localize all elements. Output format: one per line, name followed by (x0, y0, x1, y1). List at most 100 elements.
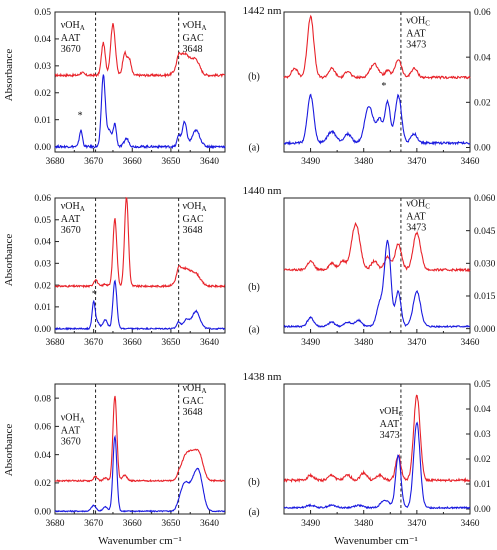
spectrum-a (54, 434, 226, 513)
spectrum-b (283, 394, 471, 484)
y-tick-label: 0.000 (474, 325, 496, 335)
y-tick-label: 0.02 (34, 281, 51, 291)
y-tick-label: 0.08 (34, 394, 51, 404)
x-tick-label: 3640 (200, 157, 219, 167)
x-tick-label: 3460 (461, 519, 480, 529)
band-annotation: νOHA GAC 3648 (183, 383, 207, 418)
y-tick-label: 0.030 (474, 260, 496, 270)
y-tick-label: 0.015 (474, 292, 496, 302)
spectrum-a (283, 421, 471, 510)
band-annotation: νOHC AAT 3473 (406, 199, 430, 234)
plot-frame (283, 11, 471, 153)
y-tick-label: 0.045 (474, 227, 496, 237)
plot-frame (54, 11, 226, 153)
x-tick-label: 3670 (84, 157, 103, 167)
y-tick-label: 0.01 (34, 303, 51, 313)
y-tick-label: 0.04 (34, 238, 51, 248)
x-tick-label: 3660 (123, 338, 142, 348)
x-tick-label: 3470 (407, 338, 426, 348)
y-tick-label: 0.02 (34, 479, 51, 489)
series-label-b: (b) (248, 282, 260, 293)
plot-frame (283, 383, 471, 515)
band-annotation: νOHA AAT 3670 (61, 201, 85, 236)
series-label-a: (a) (248, 507, 259, 518)
x-tick-label: 3470 (407, 157, 426, 167)
plot-frame (54, 383, 226, 515)
panel-2-right: 3490 3480 3470 3460 0.00 0.01 0.02 0.03 0.04 0.05… (283, 380, 491, 529)
x-tick-label: 3660 (123, 519, 142, 529)
asterisk-marker: * (381, 81, 386, 92)
y-tick-label: 0.00 (34, 507, 51, 517)
x-tick-label: 3490 (301, 157, 320, 167)
y-axis-label: Absorbance (3, 49, 15, 102)
x-tick-label: 3680 (46, 338, 65, 348)
x-tick-label: 3490 (301, 338, 320, 348)
y-tick-label: 0.00 (34, 325, 51, 335)
y-tick-label: 0.04 (474, 53, 491, 63)
x-axis-label: Wavenumber cm⁻¹ (334, 535, 418, 547)
panel-title: 1442 nm (243, 5, 282, 17)
y-tick-label: 0.02 (34, 89, 51, 99)
x-tick-label: 3460 (461, 338, 480, 348)
x-tick-label: 3680 (46, 157, 65, 167)
panel-1-left: 3680 3670 3660 3650 3640 0.00 0.01 0.02 0.03 0.04… (34, 185, 281, 348)
panel-2-left: 3680 3670 3660 3650 3640 0.00 0.02 0.04 0.06 0.08… (34, 371, 281, 529)
y-tick-label: 0.04 (34, 35, 51, 45)
y-tick-label: 0.03 (34, 260, 51, 270)
spectrum-b (283, 221, 471, 273)
x-tick-label: 3670 (84, 338, 103, 348)
band-annotation: νOHA AAT 3670 (61, 413, 85, 448)
plot-frame (54, 197, 226, 334)
band-annotation: νOHA GAC 3648 (183, 20, 207, 55)
panel-0-right: 3490 3480 3470 3460 0.00 0.02 0.04 0.06 * νOHC AAT… (283, 8, 491, 167)
x-tick-label: 3470 (407, 519, 426, 529)
spectrum-a (54, 74, 226, 150)
panel-1-right: 3490 3480 3470 3460 0.000 0.015 0.030 0.045 0.06… (283, 194, 496, 348)
y-tick-label: 0.04 (474, 405, 491, 415)
x-tick-label: 3460 (461, 157, 480, 167)
x-tick-label: 3640 (200, 519, 219, 529)
spectrum-a (283, 93, 471, 147)
y-tick-label: 0.05 (34, 216, 51, 226)
y-tick-label: 0.00 (474, 144, 491, 154)
y-tick-label: 0.01 (34, 116, 51, 126)
y-tick-label: 0.03 (34, 62, 51, 72)
y-axis-label: Absorbance (3, 234, 15, 287)
x-tick-label: 3490 (301, 519, 320, 529)
y-tick-label: 0.06 (34, 194, 51, 204)
x-tick-label: 3480 (354, 338, 373, 348)
panel-title: 1438 nm (243, 371, 282, 383)
x-tick-label: 3650 (161, 157, 180, 167)
x-tick-label: 3670 (84, 519, 103, 529)
y-tick-label: 0.05 (34, 8, 51, 18)
y-tick-label: 0.00 (474, 505, 491, 515)
y-tick-label: 0.06 (474, 8, 491, 18)
series-label-a: (a) (248, 325, 259, 336)
asterisk-marker: * (78, 110, 83, 121)
plot-frame (283, 197, 471, 334)
x-axis-label: Wavenumber cm⁻¹ (98, 535, 182, 547)
asterisk-marker: * (92, 289, 97, 300)
band-annotation: νOHC AAT 3473 (380, 406, 404, 441)
y-axis-label: Absorbance (3, 424, 15, 477)
y-tick-label: 0.01 (474, 480, 491, 490)
x-tick-label: 3680 (46, 519, 65, 529)
y-tick-label: 0.02 (474, 99, 491, 109)
spectrum-b (54, 196, 226, 289)
series-label-a: (a) (248, 143, 259, 154)
spectrum-b (54, 23, 226, 79)
panel-title: 1440 nm (243, 185, 282, 197)
x-tick-label: 3650 (161, 338, 180, 348)
band-annotation: νOHC AAT 3473 (406, 15, 430, 50)
y-tick-label: 0.04 (34, 451, 51, 461)
series-label-b: (b) (248, 477, 260, 488)
y-tick-label: 0.03 (474, 430, 491, 440)
y-tick-label: 0.02 (474, 455, 491, 465)
panel-0-left: 3680 3670 3660 3650 3640 0.00 0.01 0.02 0.03 0.04… (34, 5, 281, 167)
spectrum-a (283, 239, 471, 329)
x-tick-label: 3480 (354, 157, 373, 167)
x-tick-label: 3480 (354, 519, 373, 529)
y-tick-label: 0.06 (34, 423, 51, 433)
series-label-b: (b) (248, 71, 260, 82)
